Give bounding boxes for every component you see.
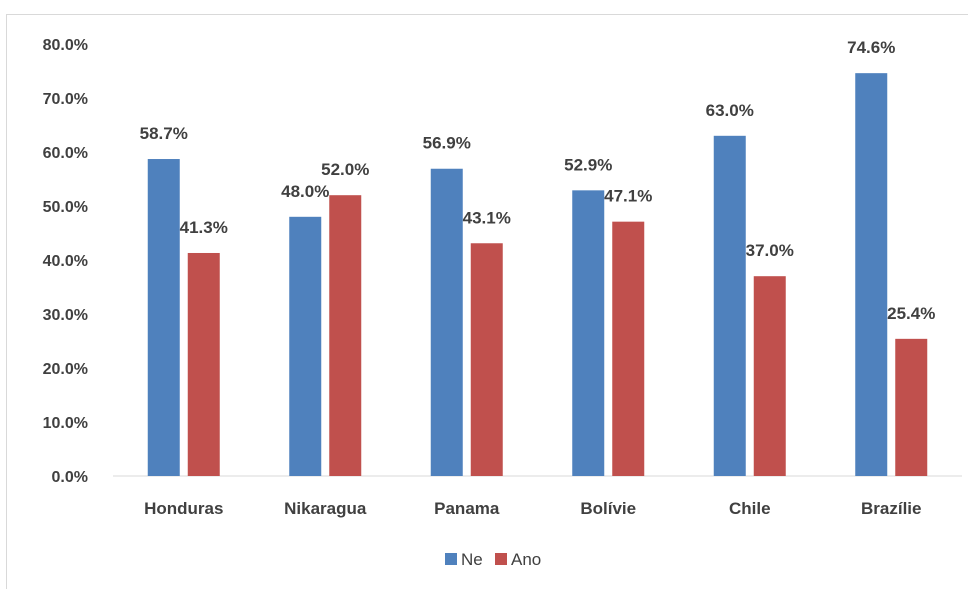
y-tick-label: 70.0% xyxy=(43,91,88,108)
x-tick-label: Honduras xyxy=(144,499,223,518)
bar-ne xyxy=(147,159,180,476)
y-tick-label: 40.0% xyxy=(43,253,88,270)
bars xyxy=(147,73,928,477)
x-tick-label: Panama xyxy=(434,499,500,518)
data-label: 52.9% xyxy=(564,155,612,174)
data-label: 43.1% xyxy=(463,208,511,227)
data-label: 25.4% xyxy=(887,304,935,323)
bar-ano xyxy=(612,221,645,476)
y-tick-label: 20.0% xyxy=(43,361,88,378)
bar-ne xyxy=(713,135,746,477)
bar-ne xyxy=(430,168,463,477)
data-label: 47.1% xyxy=(604,187,652,206)
bar-ne xyxy=(855,73,888,476)
data-label: 41.3% xyxy=(180,218,228,237)
bar-ne xyxy=(572,190,605,476)
legend-swatch-ne xyxy=(445,553,457,565)
y-tick-label: 10.0% xyxy=(43,415,88,432)
bar-ano xyxy=(895,338,928,476)
legend-swatch-ano xyxy=(495,553,507,565)
legend-label: Ne xyxy=(461,550,483,569)
legend: Ne Ano xyxy=(445,550,541,569)
y-tick-label: 80.0% xyxy=(43,37,88,54)
y-tick-label: 0.0% xyxy=(52,469,88,486)
data-label: 63.0% xyxy=(706,101,754,120)
data-label: 37.0% xyxy=(746,241,794,260)
bar-ne xyxy=(289,216,322,477)
x-axis: Honduras Nikaragua Panama Bolívie Chile Brazí… xyxy=(113,475,962,518)
y-tick-label: 50.0% xyxy=(43,199,88,216)
bar-ano xyxy=(470,243,503,476)
y-tick-label: 30.0% xyxy=(43,307,88,324)
data-label: 74.6% xyxy=(847,38,895,57)
y-tick-label: 60.0% xyxy=(43,145,88,162)
x-tick-label: Nikaragua xyxy=(284,499,367,518)
bar-ano xyxy=(329,195,362,476)
data-label: 48.0% xyxy=(281,182,329,201)
legend-label: Ano xyxy=(511,550,541,569)
bar-ano xyxy=(187,252,220,476)
data-label: 56.9% xyxy=(423,134,471,153)
data-label: 52.0% xyxy=(321,160,369,179)
x-tick-label: Bolívie xyxy=(580,499,636,518)
bar-ano xyxy=(753,276,786,476)
data-labels: 58.7% 41.3% 48.0% 52.0% 56.9% 43.1% 52.9% 47.1%… xyxy=(140,38,936,323)
y-axis: 0.0% 10.0% 20.0% 30.0% 40.0% 50.0% 60.0% 70.0% 8… xyxy=(43,37,88,486)
x-tick-label: Brazílie xyxy=(861,499,921,518)
x-tick-label: Chile xyxy=(729,499,771,518)
data-label: 58.7% xyxy=(140,124,188,143)
